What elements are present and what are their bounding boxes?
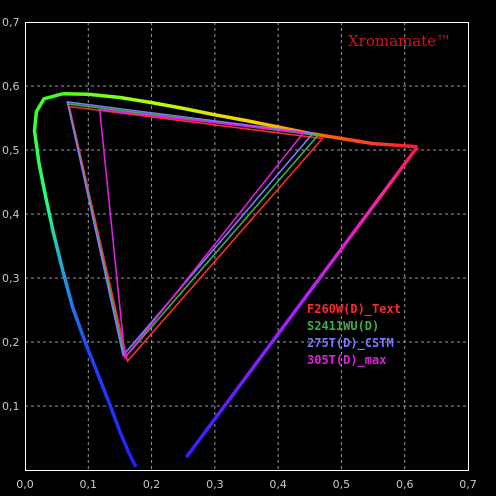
brand-logo: Xromamate™ xyxy=(348,32,451,50)
gamut-triangle-3 xyxy=(66,101,315,358)
legend-entry: 275T(D)_CSTM xyxy=(307,336,394,351)
spectral-locus-left xyxy=(32,92,138,468)
y-tick-label: 0,7 xyxy=(2,16,20,29)
legend: F260W(D)_Text S2411WU(D) 275T(D)_CSTM 305T(… xyxy=(307,302,401,368)
y-tick-label: 0,3 xyxy=(2,272,20,285)
spectral-locus-top xyxy=(62,91,418,149)
x-tick-label: 0,2 xyxy=(143,478,161,491)
legend-entry: S2411WU(D) xyxy=(307,319,379,333)
x-tick-label: 0,6 xyxy=(396,478,414,491)
gamut-triangle-1 xyxy=(68,105,324,363)
y-tick-label: 0,2 xyxy=(2,336,20,349)
x-tick-label: 0,1 xyxy=(80,478,98,491)
y-tick-label: 0,5 xyxy=(2,144,20,157)
line-of-purples xyxy=(184,145,419,459)
plot-frame xyxy=(25,22,469,471)
gamut-triangle-4 xyxy=(98,108,306,360)
legend-entry: F260W(D)_Text xyxy=(307,302,401,317)
x-tick-label: 0,5 xyxy=(333,478,351,491)
x-tick-label: 0,4 xyxy=(269,478,287,491)
legend-entry: 305T(D)_max xyxy=(307,353,386,368)
x-tick-label: 0,0 xyxy=(16,478,34,491)
x-tick-label: 0,7 xyxy=(459,478,477,491)
gamut-triangles xyxy=(66,101,324,363)
y-tick-label: 0,6 xyxy=(2,80,20,93)
y-tick-label: 0,1 xyxy=(2,400,20,413)
tick-labels: 0,0 0,1 0,2 0,3 0,4 0,5 0,6 0,7 0,1 0,2 0,3 0,4 0,5 0… xyxy=(2,16,477,491)
y-tick-label: 0,4 xyxy=(2,208,20,221)
x-tick-label: 0,3 xyxy=(206,478,224,491)
